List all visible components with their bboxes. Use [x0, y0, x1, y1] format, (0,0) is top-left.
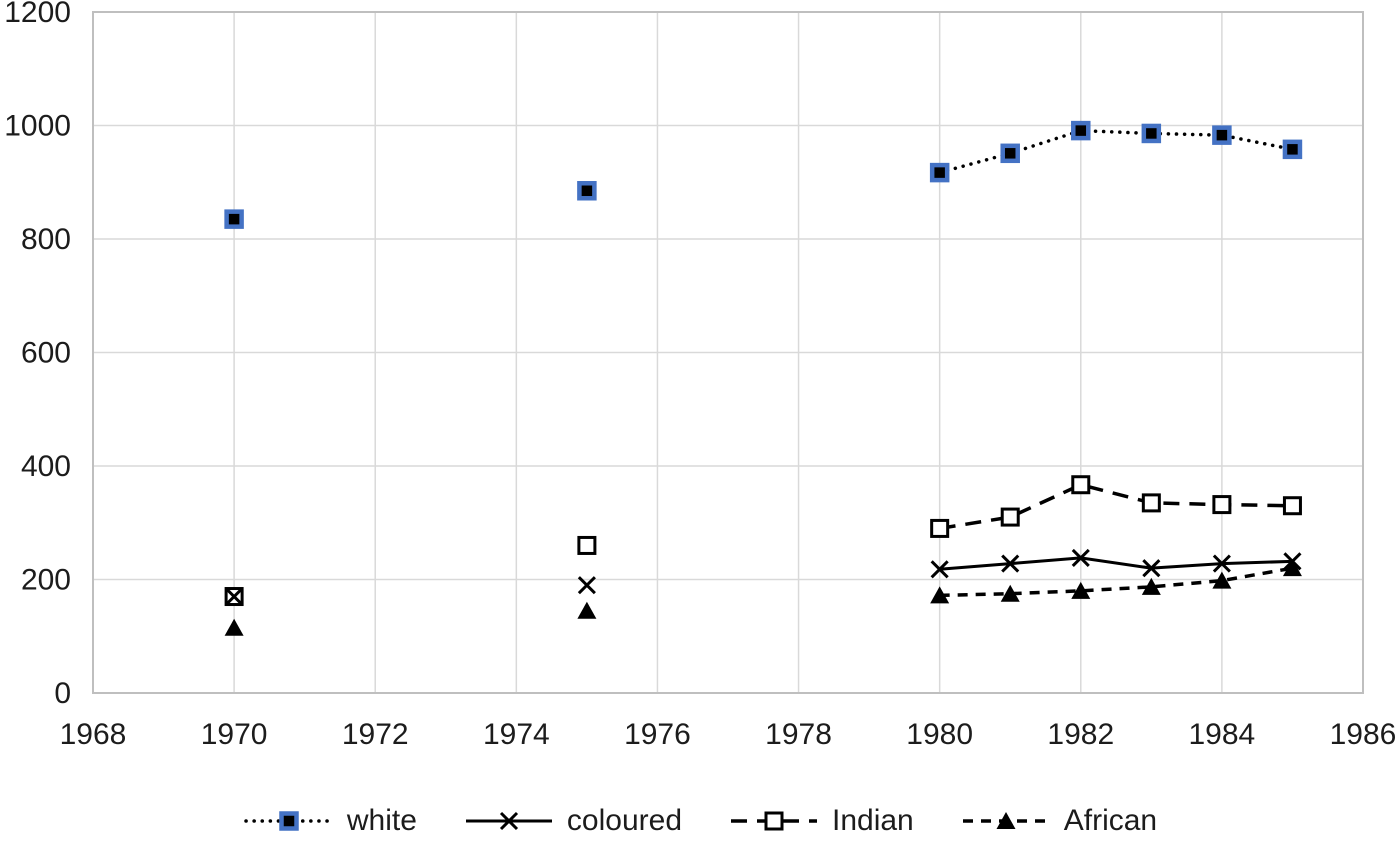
legend-marker-white-icon — [243, 806, 335, 836]
svg-text:1976: 1976 — [624, 718, 691, 751]
svg-text:1970: 1970 — [201, 718, 268, 751]
svg-text:1978: 1978 — [765, 718, 832, 751]
legend-item-indian: Indian — [728, 806, 914, 836]
svg-text:600: 600 — [21, 337, 71, 370]
svg-text:1980: 1980 — [906, 718, 973, 751]
legend-item-coloured: coloured — [463, 806, 682, 836]
svg-text:200: 200 — [21, 564, 71, 597]
legend-label-indian: Indian — [832, 804, 914, 837]
legend-marker-african-icon — [960, 806, 1052, 836]
svg-text:1984: 1984 — [1189, 718, 1256, 751]
legend-item-white: white — [243, 806, 417, 836]
chart-canvas: 0 200 400 600 800 1000 1200 1968 1970 1972 1974 197… — [4, 0, 1397, 751]
svg-text:1972: 1972 — [342, 718, 409, 751]
svg-text:1986: 1986 — [1330, 718, 1397, 751]
svg-text:400: 400 — [21, 450, 71, 483]
legend-label-coloured: coloured — [566, 804, 682, 837]
svg-text:1968: 1968 — [60, 718, 127, 751]
svg-text:800: 800 — [21, 223, 71, 256]
legend-item-african: African — [960, 806, 1157, 836]
svg-text:1000: 1000 — [4, 110, 71, 143]
legend-marker-indian-icon — [728, 806, 820, 836]
svg-text:1982: 1982 — [1047, 718, 1114, 751]
legend-marker-coloured-icon — [463, 806, 555, 836]
legend-label-african: African — [1063, 804, 1158, 837]
legend-label-white: white — [346, 804, 417, 837]
svg-text:1974: 1974 — [483, 718, 550, 751]
svg-text:1200: 1200 — [4, 0, 71, 29]
chart-legend: white coloured Indian African — [60, 806, 1340, 836]
svg-text:0: 0 — [54, 677, 71, 710]
